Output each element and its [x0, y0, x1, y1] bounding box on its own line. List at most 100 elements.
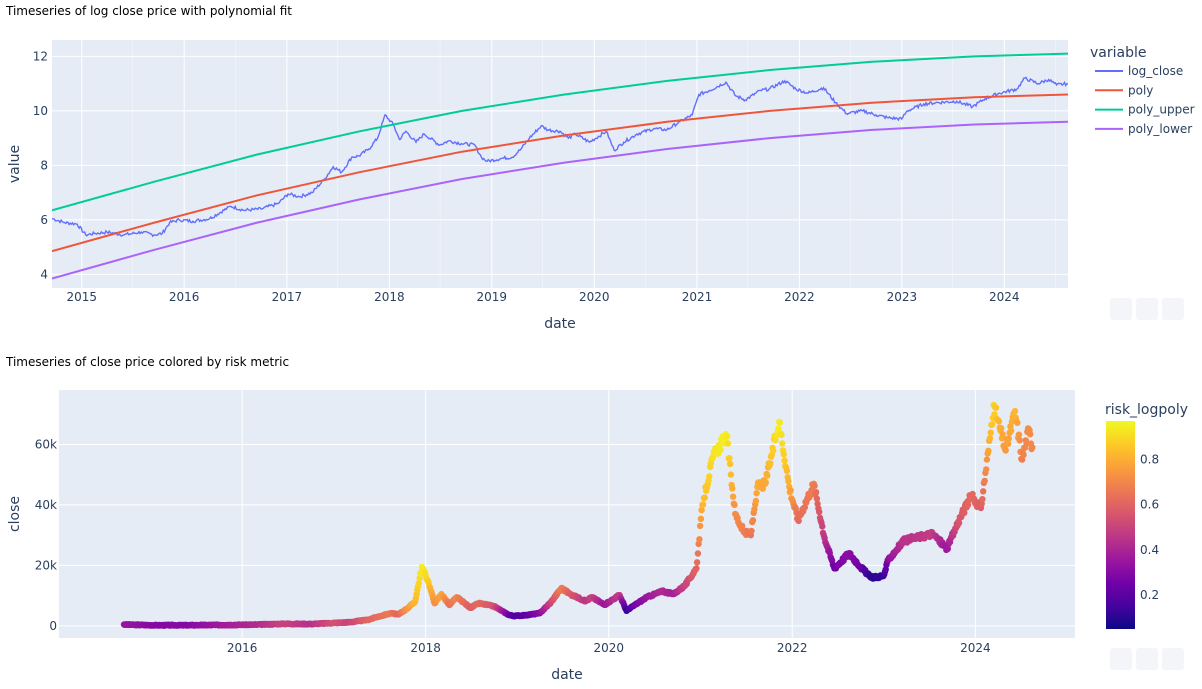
data-point-interp — [779, 440, 786, 447]
data-point-interp — [729, 485, 736, 492]
data-point-interp — [772, 437, 779, 444]
legend-label-poly_lower: poly_lower — [1128, 122, 1192, 136]
data-point-interp — [415, 580, 422, 587]
data-point-interp — [706, 473, 713, 480]
zoom-icon[interactable] — [1110, 298, 1132, 320]
series-line-poly_lower — [52, 120, 1068, 280]
data-point-interp — [801, 504, 808, 511]
x-tick-label: 2018 — [410, 641, 441, 655]
reset-icon[interactable] — [1162, 648, 1184, 670]
data-point-interp — [767, 460, 774, 467]
data-point-interp — [813, 495, 821, 502]
data-point-interp — [775, 425, 782, 432]
chart-1-gridlines — [52, 40, 1068, 288]
data-point-interp — [816, 508, 823, 516]
colorbar — [1106, 421, 1135, 629]
y-axis-title-2: close — [7, 496, 23, 532]
data-point-interp — [987, 429, 994, 436]
x-tick-label: 2024 — [960, 641, 991, 655]
x-tick-label: 2020 — [594, 641, 625, 655]
data-point-interp — [697, 515, 705, 522]
modebar-1[interactable] — [1110, 298, 1184, 320]
colorbar-tick-label: 0.2 — [1140, 588, 1159, 602]
data-point-interp — [770, 447, 777, 454]
legend-label-log_close: log_close — [1128, 64, 1183, 78]
data-point-interp — [701, 494, 708, 501]
chart-1-title: Timeseries of log close price with polyn… — [6, 4, 293, 18]
reset-icon[interactable] — [1162, 298, 1184, 320]
y-tick-label: 4 — [40, 267, 48, 281]
data-point-interp — [729, 493, 737, 500]
data-point-interp — [795, 517, 802, 525]
y-tick-label: 60k — [35, 437, 57, 451]
data-point-interp — [693, 559, 701, 566]
modebar-2[interactable] — [1110, 648, 1184, 670]
data-point-interp — [776, 419, 784, 426]
y-tick-label: 10 — [33, 104, 48, 118]
colorbar-title: risk_logpoly — [1105, 402, 1188, 418]
data-point-interp — [696, 522, 704, 530]
data-point — [1002, 447, 1009, 454]
data-point-interp — [1005, 435, 1012, 442]
data-point-interp — [955, 519, 963, 527]
data-point-interp — [964, 501, 972, 509]
data-point-interp — [759, 485, 766, 492]
data-point-interp — [752, 497, 760, 505]
data-point-interp — [1027, 431, 1034, 438]
data-point-interp — [781, 457, 788, 464]
data-point-interp — [724, 433, 731, 440]
data-point-interp — [1008, 427, 1015, 434]
data-point-interp — [764, 472, 771, 479]
data-point-interp — [944, 545, 951, 552]
data-point-interp — [696, 536, 703, 543]
data-point-interp — [694, 550, 702, 557]
y-tick-label: 6 — [40, 213, 48, 227]
data-point-interp — [699, 501, 707, 508]
data-point-interp — [731, 501, 738, 508]
data-point-interp — [698, 506, 705, 514]
y-axis-title-1: value — [7, 145, 23, 183]
series-line-poly_upper — [52, 52, 1068, 212]
data-point-interp — [778, 431, 785, 439]
legend-label-poly_upper: poly_upper — [1128, 103, 1195, 117]
plot-area-2 — [59, 390, 1075, 638]
data-point-interp — [985, 447, 992, 454]
series-line-log_close — [52, 76, 1068, 238]
data-point-interp — [749, 517, 757, 524]
x-tick-label: 2016 — [169, 290, 200, 304]
data-point-interp — [748, 527, 755, 535]
colorbar-tick-label: 0.4 — [1140, 543, 1159, 557]
data-point-interp — [998, 425, 1005, 432]
legend-title-1: variable — [1090, 45, 1146, 61]
zoom-icon[interactable] — [1110, 648, 1132, 670]
data-point-interp — [1014, 419, 1021, 426]
colorbar-tick-label: 0.6 — [1140, 498, 1159, 512]
data-point-interp — [787, 487, 794, 494]
data-point-interp — [811, 482, 818, 489]
chart-1-lines — [52, 52, 1068, 280]
data-point — [986, 435, 994, 442]
data-point-interp — [783, 467, 791, 475]
x-tick-label: 2020 — [579, 290, 610, 304]
chart-2-title: Timeseries of close price colored by ris… — [6, 355, 290, 369]
data-point-interp — [785, 478, 792, 485]
data-point-interp — [1020, 451, 1027, 459]
colorbar-tick-label: 0.8 — [1140, 452, 1159, 466]
data-point-interp — [989, 421, 996, 428]
data-point-interp — [727, 471, 735, 478]
x-tick-label: 2018 — [374, 290, 405, 304]
y-tick-label: 40k — [35, 498, 57, 512]
data-point-interp — [983, 456, 991, 463]
data-point-interp — [726, 460, 734, 468]
x-tick-label: 2022 — [777, 641, 808, 655]
legend-label-poly: poly — [1128, 83, 1153, 97]
x-tick-label: 2024 — [989, 290, 1020, 304]
x-tick-label: 2016 — [227, 641, 258, 655]
pan-icon[interactable] — [1136, 648, 1158, 670]
data-point-interp — [979, 496, 986, 503]
data-point-interp — [1015, 431, 1023, 438]
data-point-interp — [819, 523, 826, 530]
pan-icon[interactable] — [1136, 298, 1158, 320]
data-point-interp — [726, 455, 733, 462]
x-tick-label: 2017 — [272, 290, 303, 304]
